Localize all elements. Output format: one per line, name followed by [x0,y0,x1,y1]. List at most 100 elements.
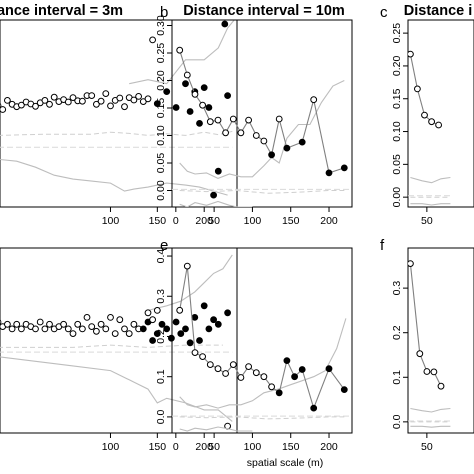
data-point [50,93,58,101]
data-point [206,118,214,126]
data-point [210,316,218,324]
data-point [421,111,428,119]
data-point [186,108,194,115]
data-point [144,309,152,317]
data-point [135,93,143,100]
data-point [222,129,230,137]
series-line [179,50,345,174]
y-tick-label: 0.3 [155,289,167,304]
panel-d: 100 150 200 [0,247,238,453]
data-point [93,327,100,335]
plot-frame [0,19,238,208]
data-point [0,319,2,325]
data-point [408,50,414,58]
data-point [183,71,191,79]
envelope-upper-line [410,407,451,413]
y-tick-label: 0.1 [155,369,167,384]
x-tick-label: 200 [320,215,338,227]
plot-frame [0,247,238,434]
data-point [191,90,199,98]
envelope-upper-line [147,254,233,311]
data-point [210,191,218,199]
panel-f: 50 0.0 0.1 0.2 0.3 f [380,237,474,453]
envelope-upper-line [179,318,347,409]
data-point [0,102,2,109]
envelope-lower-line [410,203,451,206]
data-point [200,302,208,310]
y-tick-label: 0.20 [391,56,403,77]
data-point [116,316,124,324]
plot-frame [407,19,474,208]
y-tick-label: 0.1 [391,370,403,385]
data-point [149,316,157,324]
panel-label: f [380,237,385,254]
envelope-upper-line [129,20,235,85]
data-point [46,100,53,108]
data-point [437,382,445,390]
y-tick-label: 0.20 [155,70,167,91]
data-point [97,97,105,105]
data-point [41,325,49,333]
data-point [221,20,229,28]
x-tick-label: 150 [149,215,167,227]
data-point [4,97,11,104]
data-point [191,349,199,357]
data-point [18,325,25,333]
x-tick-label: 150 [282,215,300,227]
data-point [0,106,7,113]
data-point [430,368,438,376]
data-point [69,330,77,338]
data-point [245,116,253,124]
data-point [214,365,222,373]
y-tick-label: 0.15 [155,98,167,119]
y-tick-label: 0.00 [391,187,403,208]
data-point [229,361,237,369]
data-point [111,330,119,338]
data-point [64,325,72,333]
y-tick-label: 0.4 [155,249,167,264]
y-tick-label: 0.10 [391,121,403,142]
x-tick-label: 200 [195,215,213,227]
y-tick-label: 0.25 [155,43,167,64]
data-point [60,320,67,328]
x-tick-label: 0 [173,441,179,453]
x-tick-label: 100 [102,215,120,227]
data-point [260,373,268,381]
data-point [88,323,96,331]
data-point [435,121,443,129]
data-point [214,167,222,175]
envelope-upper-line [410,176,451,184]
x-tick-label: 100 [244,441,262,453]
data-point [224,92,232,99]
data-point [275,389,283,397]
panel-title: Distance interval = 10m [183,3,345,19]
panel-label: c [380,4,388,21]
y-tick-label: 0.3 [391,281,403,296]
data-point [116,94,124,102]
envelope-mean-line [0,130,233,136]
data-point [83,314,91,321]
x-tick-label: 50 [208,215,220,227]
data-point [163,325,171,333]
data-point [121,103,128,111]
data-point [102,325,110,333]
data-point [428,118,436,126]
data-point [340,386,348,394]
envelope-mean-line [179,416,345,420]
data-point [13,320,21,328]
x-tick-label: 50 [421,441,433,453]
y-tick-label: 0.25 [391,23,403,44]
panel-b: 0 50 100 150 200 0.00 0.05 0.10 0.15 0.20 0.25 0.30… [155,3,353,227]
data-point [36,318,44,326]
data-point [214,116,222,124]
data-point [186,339,194,347]
data-point [183,262,191,270]
data-point [32,325,39,333]
data-point [310,404,318,412]
panel-title: Distance i [404,3,473,19]
data-point [340,164,348,172]
data-point [310,96,318,104]
data-point [298,138,306,146]
x-tick-label: 50 [208,441,220,453]
